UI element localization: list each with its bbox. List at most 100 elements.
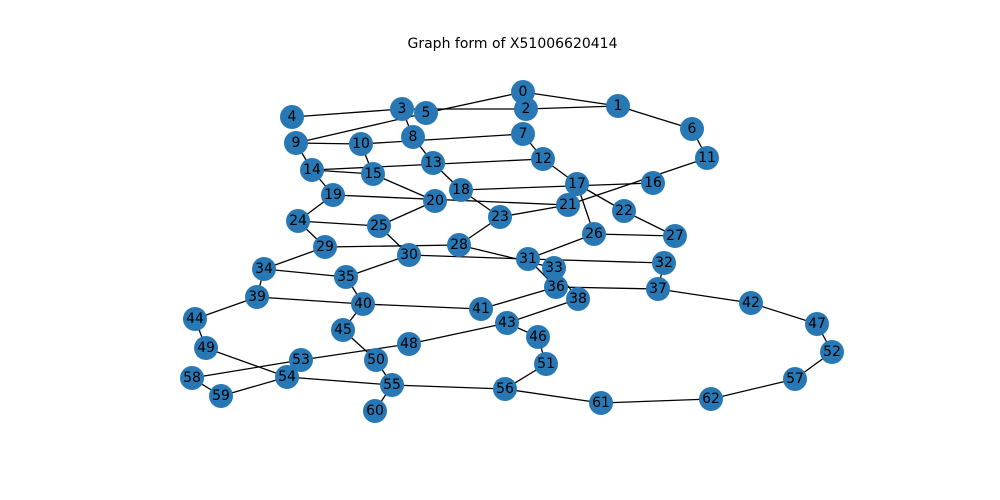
- edge-28-33: [458, 244, 555, 269]
- node-52: 52: [820, 340, 844, 364]
- node-circle-48: [397, 332, 421, 356]
- node-6: 6: [680, 117, 704, 141]
- node-3: 3: [390, 97, 414, 121]
- node-circle-7: [511, 122, 535, 146]
- node-label-18: 18: [452, 182, 470, 198]
- node-40: 40: [351, 292, 375, 316]
- node-circle-34: [252, 257, 276, 281]
- node-label-24: 24: [289, 213, 307, 229]
- node-4: 4: [280, 105, 304, 129]
- node-1: 1: [606, 94, 630, 118]
- node-circle-51: [534, 352, 558, 376]
- node-label-2: 2: [522, 101, 531, 117]
- node-53: 53: [289, 348, 313, 372]
- node-circle-25: [367, 214, 391, 238]
- node-15: 15: [361, 162, 385, 186]
- node-circle-54: [275, 365, 299, 389]
- edge-49-54: [205, 347, 288, 378]
- node-8: 8: [401, 125, 425, 149]
- node-61: 61: [589, 391, 613, 415]
- node-25: 25: [367, 214, 391, 238]
- edge-26-27: [593, 233, 676, 237]
- node-circle-41: [469, 297, 493, 321]
- node-17: 17: [565, 172, 589, 196]
- node-label-41: 41: [472, 301, 490, 317]
- node-14: 14: [300, 158, 324, 182]
- node-circle-59: [209, 384, 233, 408]
- node-circle-56: [493, 377, 517, 401]
- node-label-48: 48: [400, 336, 418, 352]
- node-circle-45: [331, 318, 355, 342]
- edge-0-5: [425, 91, 524, 114]
- node-label-59: 59: [212, 388, 230, 404]
- edge-36-41: [480, 286, 557, 310]
- node-circle-14: [300, 158, 324, 182]
- node-label-5: 5: [422, 105, 431, 121]
- edge-43-48: [408, 322, 508, 345]
- node-circle-12: [531, 147, 555, 171]
- node-circle-8: [401, 125, 425, 149]
- node-label-19: 19: [324, 187, 342, 203]
- node-30: 30: [397, 243, 421, 267]
- node-circle-23: [488, 205, 512, 229]
- node-label-16: 16: [644, 175, 662, 191]
- node-circle-21: [556, 193, 580, 217]
- node-label-33: 33: [545, 260, 563, 276]
- node-label-58: 58: [183, 370, 201, 386]
- node-label-17: 17: [568, 176, 586, 192]
- edge-55-56: [391, 384, 506, 390]
- node-16: 16: [641, 171, 665, 195]
- node-label-6: 6: [688, 121, 697, 137]
- node-label-20: 20: [426, 193, 444, 209]
- node-circle-33: [542, 256, 566, 280]
- node-circle-13: [421, 151, 445, 175]
- node-45: 45: [331, 318, 355, 342]
- node-circle-44: [183, 307, 207, 331]
- node-circle-6: [680, 117, 704, 141]
- node-label-30: 30: [400, 247, 418, 263]
- node-label-13: 13: [424, 155, 442, 171]
- node-label-40: 40: [354, 296, 372, 312]
- node-label-42: 42: [742, 295, 760, 311]
- node-circle-53: [289, 348, 313, 372]
- node-circle-49: [194, 336, 218, 360]
- node-label-50: 50: [367, 352, 385, 368]
- node-label-35: 35: [337, 269, 355, 285]
- node-circle-30: [397, 243, 421, 267]
- node-label-4: 4: [288, 109, 297, 125]
- edge-40-41: [362, 303, 482, 310]
- node-label-55: 55: [383, 377, 401, 393]
- node-circle-26: [582, 222, 606, 246]
- node-label-31: 31: [519, 251, 537, 267]
- node-circle-19: [321, 183, 345, 207]
- node-label-62: 62: [702, 391, 720, 407]
- node-27: 27: [663, 224, 687, 248]
- node-44: 44: [183, 307, 207, 331]
- node-label-47: 47: [808, 316, 826, 332]
- node-circle-35: [334, 265, 358, 289]
- node-label-21: 21: [559, 197, 577, 213]
- node-label-49: 49: [197, 340, 215, 356]
- node-label-53: 53: [292, 352, 310, 368]
- node-label-22: 22: [615, 203, 633, 219]
- graph-title: Graph form of X51006620414: [407, 36, 618, 52]
- node-59: 59: [209, 384, 233, 408]
- node-label-8: 8: [409, 129, 418, 145]
- node-7: 7: [511, 122, 535, 146]
- node-circle-18: [449, 178, 473, 202]
- node-label-54: 54: [278, 369, 296, 385]
- node-10: 10: [349, 132, 373, 156]
- node-circle-28: [447, 233, 471, 257]
- node-37: 37: [646, 277, 670, 301]
- node-32: 32: [652, 251, 676, 275]
- edge-28-29: [324, 244, 460, 248]
- node-label-9: 9: [292, 135, 301, 151]
- node-circle-11: [695, 146, 719, 170]
- node-circle-9: [284, 131, 308, 155]
- node-36: 36: [544, 275, 568, 299]
- node-label-39: 39: [248, 289, 266, 305]
- node-circle-62: [699, 387, 723, 411]
- node-label-60: 60: [366, 403, 384, 419]
- node-54: 54: [275, 365, 299, 389]
